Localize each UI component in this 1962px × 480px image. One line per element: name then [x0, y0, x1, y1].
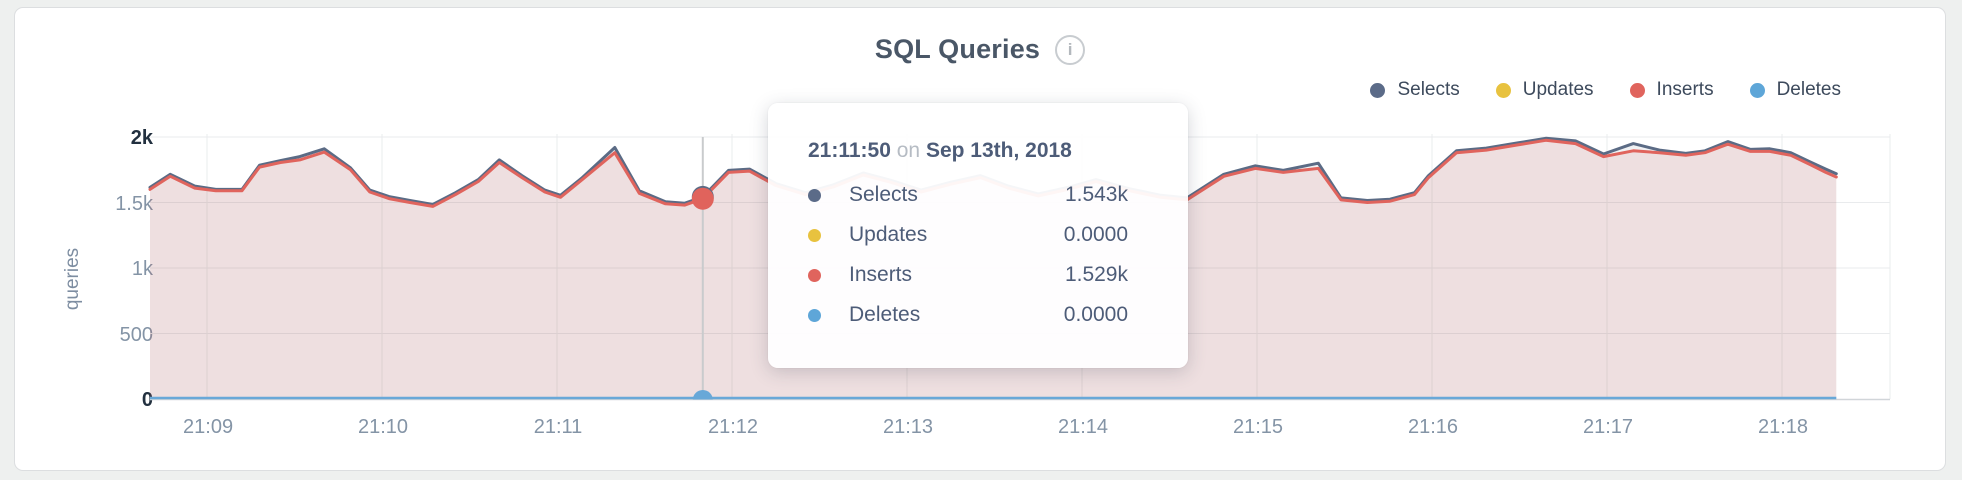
x-tick-label: 21:15 [1233, 416, 1284, 438]
tooltip-row-updates: Updates 0.0000 [808, 215, 1128, 255]
y-tick-label: 1k [131, 258, 153, 280]
legend-dot-icon [1495, 82, 1511, 98]
x-tick-label: 21:09 [183, 416, 234, 438]
tooltip-series-label: Deletes [849, 303, 921, 326]
tooltip-row-deletes: Deletes 0.0000 [808, 295, 1128, 335]
x-tick-label: 21:16 [1408, 416, 1459, 438]
tooltip-series-label: Selects [849, 183, 918, 206]
legend-item-label: Deletes [1776, 79, 1841, 100]
x-tick-label: 21:17 [1582, 416, 1634, 438]
tooltip-time: 21:11:50 [808, 139, 891, 162]
series-dot-icon [808, 228, 821, 242]
y-tick-label: 2k [130, 127, 153, 149]
chart-tooltip: 21:11:50 on Sep 13th, 2018 Selects 1.543k… [768, 103, 1188, 368]
selected-point-inserts [691, 187, 714, 210]
tooltip-series-value: 0.0000 [1063, 303, 1128, 326]
tooltip-series-value: 1.529k [1064, 263, 1128, 286]
x-tick-label: 21:13 [883, 416, 934, 438]
legend-item-label: Selects [1397, 79, 1460, 100]
tooltip-header: 21:11:50 on Sep 13th, 2018 [808, 139, 1128, 163]
tooltip-series-value: 0.0000 [1063, 223, 1128, 246]
tooltip-series-label: Inserts [849, 263, 913, 286]
legend-dot-icon [1629, 82, 1645, 98]
tooltip-row-selects: Selects 1.543k [808, 175, 1128, 215]
legend-dot-icon [1370, 82, 1386, 98]
chart-title: SQL Queries [874, 34, 1041, 64]
y-tick-label: 1.5k [115, 192, 153, 215]
tooltip-rows: Selects 1.543k Updates 0.0000 Inserts 1.529k D… [808, 175, 1128, 335]
tooltip-row-inserts: Inserts 1.529k [808, 255, 1128, 295]
series-dot-icon [808, 268, 821, 282]
x-tick-label: 21:14 [1058, 416, 1109, 438]
x-tick-label: 21:11 [533, 416, 583, 438]
tooltip-series-label: Updates [849, 223, 928, 246]
legend-item-selects[interactable]: Selects [1370, 79, 1460, 101]
info-icon[interactable]: i [1055, 34, 1086, 65]
series-dot-icon [808, 188, 821, 202]
tooltip-on-word: on [896, 139, 921, 162]
x-tick-label: 21:12 [708, 416, 759, 438]
legend-item-label: Updates [1522, 79, 1594, 100]
series-dot-icon [808, 308, 821, 322]
legend-dot-icon [1749, 82, 1765, 98]
x-tick-label: 21:10 [358, 416, 409, 438]
legend-item-inserts[interactable]: Inserts [1629, 79, 1714, 101]
selected-point-deletes [692, 390, 713, 400]
title-row: SQL Queries i [15, 34, 1945, 65]
tooltip-date: Sep 13th, 2018 [925, 139, 1072, 162]
x-tick-label: 21:18 [1757, 416, 1809, 438]
y-tick-label: 0 [141, 389, 153, 411]
legend-item-updates[interactable]: Updates [1495, 79, 1594, 101]
legend: Selects Updates Inserts Deletes [1370, 79, 1841, 101]
tooltip-series-value: 1.543k [1064, 183, 1128, 206]
y-tick-label: 500 [119, 323, 153, 346]
legend-item-label: Inserts [1656, 79, 1714, 100]
legend-item-deletes[interactable]: Deletes [1749, 79, 1841, 101]
